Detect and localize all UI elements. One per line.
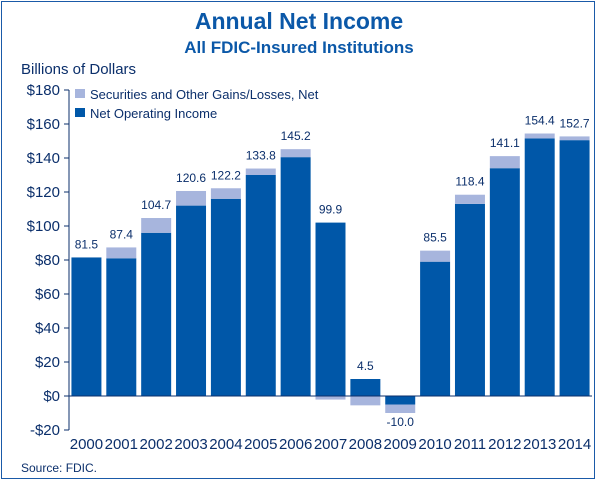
- bar-total-label: 99.9: [319, 203, 343, 217]
- bar-total-label: 120.6: [176, 171, 206, 185]
- legend-label-securities: Securities and Other Gains/Losses, Net: [90, 87, 319, 102]
- y-tick-label: $120: [27, 184, 60, 201]
- bar-total-label: 87.4: [110, 227, 134, 241]
- bar-securities-gains-losses: [385, 404, 416, 413]
- bar-total-label: 152.7: [560, 116, 590, 130]
- legend-label-operating: Net Operating Income: [90, 106, 217, 121]
- y-tick-label: $80: [35, 252, 60, 269]
- bar-total-label: 104.7: [141, 198, 171, 212]
- x-tick-label: 2014: [558, 436, 591, 453]
- y-tick-label: -$20: [30, 422, 60, 439]
- x-tick-label: 2013: [523, 436, 556, 453]
- x-tick-label: 2010: [418, 436, 451, 453]
- bar-net-operating-income: [315, 222, 346, 396]
- x-tick-label: 2003: [174, 436, 207, 453]
- bar-total-label: 4.5: [357, 359, 374, 373]
- bar-total-label: 154.4: [525, 114, 555, 128]
- x-tick-label: 2000: [70, 436, 103, 453]
- x-tick-label: 2012: [488, 436, 521, 453]
- x-tick-label: 2008: [349, 436, 382, 453]
- bar-securities-gains-losses: [176, 190, 207, 206]
- x-tick-label: 2004: [209, 436, 242, 453]
- bar-total-label: 141.1: [490, 136, 520, 150]
- value-labels: 81.5 87.4 104.7 120.6 122.2 133.8 145.2 99.9 4.5…: [75, 114, 590, 429]
- chart-title: Annual Net Income: [195, 8, 403, 34]
- y-axis: -$20 $0 $20 $40 $60 $80 $100 $120 $140 $160 $180: [27, 82, 70, 439]
- bar-net-operating-income: [489, 168, 520, 396]
- bar-net-operating-income: [141, 232, 172, 396]
- bar-securities-gains-losses: [210, 188, 241, 199]
- bar-net-operating-income: [176, 205, 207, 396]
- y-tick-label: $40: [35, 320, 60, 337]
- x-axis: 2000 2001 2002 2003 2004 2005 2006 2007 2008 2009…: [69, 395, 592, 453]
- bar-securities-gains-losses: [524, 133, 555, 139]
- bar-net-operating-income: [420, 261, 451, 396]
- bar-securities-gains-losses: [489, 156, 520, 169]
- chart-subtitle: All FDIC-Insured Institutions: [184, 38, 414, 57]
- x-tick-label: 2009: [384, 436, 417, 453]
- y-tick-label: $180: [27, 82, 60, 99]
- bar-net-operating-income: [106, 258, 137, 396]
- x-tick-label: 2006: [279, 436, 312, 453]
- bar-net-operating-income: [210, 198, 241, 396]
- bar-total-label: -10.0: [387, 415, 415, 429]
- bar-net-operating-income: [350, 379, 381, 396]
- x-tick-label: 2005: [244, 436, 277, 453]
- bar-net-operating-income: [524, 138, 555, 396]
- bar-total-label: 145.2: [281, 129, 311, 143]
- bar-net-operating-income: [385, 396, 416, 405]
- legend-swatch-securities: [75, 89, 85, 98]
- bar-net-operating-income: [454, 203, 485, 396]
- bar-securities-gains-losses: [245, 168, 276, 175]
- x-tick-label: 2002: [139, 436, 172, 453]
- bar-securities-gains-losses: [315, 396, 346, 400]
- y-tick-label: $100: [27, 218, 60, 235]
- legend: Securities and Other Gains/Losses, Net N…: [75, 87, 319, 121]
- bar-securities-gains-losses: [559, 136, 590, 141]
- bars: [71, 133, 590, 413]
- bar-total-label: 81.5: [75, 237, 99, 251]
- bar-total-label: 133.8: [246, 149, 276, 163]
- bar-securities-gains-losses: [141, 218, 172, 233]
- bar-securities-gains-losses: [350, 396, 381, 406]
- bar-securities-gains-losses: [454, 194, 485, 204]
- bar-securities-gains-losses: [106, 247, 137, 259]
- y-axis-label: Billions of Dollars: [21, 61, 136, 78]
- x-tick-label: 2001: [105, 436, 138, 453]
- y-tick-label: $160: [27, 116, 60, 133]
- bar-net-operating-income: [71, 257, 102, 396]
- bar-total-label: 118.4: [455, 175, 484, 189]
- bar-total-label: 85.5: [423, 231, 447, 245]
- bar-securities-gains-losses: [420, 250, 451, 262]
- y-tick-label: $20: [35, 354, 60, 371]
- bar-net-operating-income: [559, 140, 590, 396]
- y-tick-label: $60: [35, 286, 60, 303]
- bar-net-operating-income: [245, 175, 276, 396]
- x-tick-label: 2007: [314, 436, 347, 453]
- y-tick-label: $0: [43, 388, 60, 405]
- bar-net-operating-income: [280, 157, 311, 396]
- legend-swatch-operating: [75, 108, 85, 117]
- bar-securities-gains-losses: [280, 149, 311, 158]
- x-tick-label: 2011: [454, 436, 486, 453]
- source-note: Source: FDIC.: [21, 461, 97, 475]
- bar-total-label: 122.2: [211, 168, 241, 182]
- y-tick-label: $140: [27, 150, 60, 167]
